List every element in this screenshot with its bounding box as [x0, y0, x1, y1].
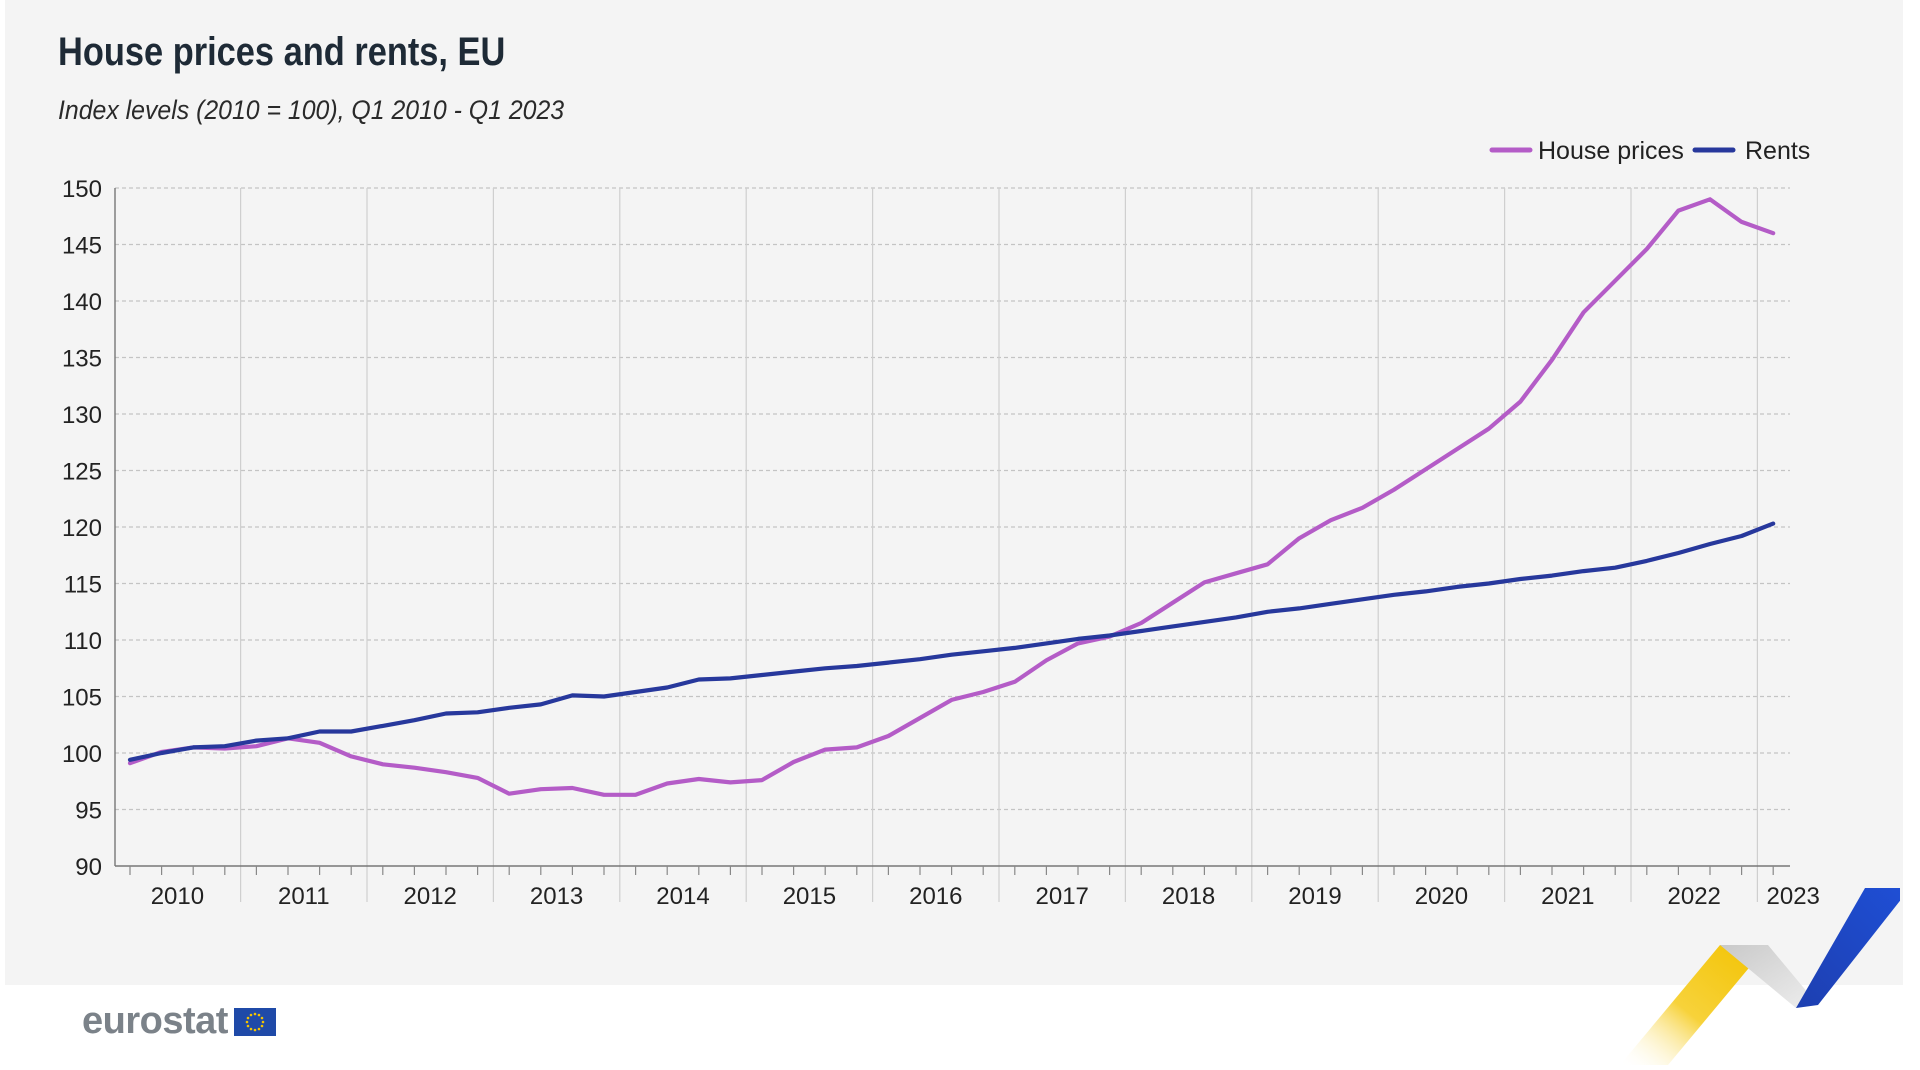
eurostat-logo: eurostat [82, 1000, 276, 1043]
grid [115, 187, 1790, 902]
x-tick-label: 2010 [151, 883, 204, 910]
x-tick-label: 2015 [783, 883, 836, 910]
y-tick-label: 115 [64, 572, 102, 599]
y-tick-label: 150 [62, 176, 102, 203]
y-tick-label: 125 [62, 459, 102, 486]
y-tick-label: 145 [62, 233, 102, 260]
y-tick-label: 100 [62, 741, 102, 768]
x-tick-label: 2012 [404, 883, 457, 910]
x-tick-label: 2020 [1415, 883, 1468, 910]
x-tick-label: 2011 [278, 883, 330, 910]
x-tick-label: 2019 [1288, 883, 1341, 910]
legend-label-rents: Rents [1745, 137, 1810, 165]
y-tick-label: 135 [62, 346, 102, 373]
series-line-rents [127, 521, 1776, 762]
x-tick-label: 2023 [1767, 883, 1820, 910]
legend: House prices Rents [1489, 137, 1810, 165]
series-line-house-prices [127, 197, 1776, 797]
x-tick-label: 2021 [1541, 883, 1594, 910]
x-tick-label: 2022 [1668, 883, 1721, 910]
legend-label-house-prices: House prices [1538, 137, 1684, 165]
x-tick-label: 2013 [530, 883, 583, 910]
x-tick-label: 2018 [1162, 883, 1215, 910]
y-tick-label: 140 [62, 289, 102, 316]
logo-text: eurostat [82, 1000, 228, 1042]
y-tick-label: 90 [75, 854, 102, 881]
chart-title: House prices and rents, EU [58, 30, 506, 74]
x-tick-label: 2016 [909, 883, 962, 910]
x-tick-label: 2014 [656, 883, 709, 910]
y-tick-label: 95 [75, 798, 102, 825]
y-tick-label: 130 [62, 402, 102, 429]
y-tick-label: 105 [62, 685, 102, 712]
line-chart: 90 95 100 105 110 115 120 125 130 135 140 145 150 201… [62, 137, 1820, 910]
chart-panel [5, 0, 1903, 985]
y-tick-label: 110 [64, 628, 102, 655]
x-tick-label: 2017 [1036, 883, 1089, 910]
axes: 90 95 100 105 110 115 120 125 130 135 140 145 150 201… [62, 176, 1820, 910]
y-tick-label: 120 [62, 515, 102, 542]
chart-subtitle: Index levels (2010 = 100), Q1 2010 - Q1 … [58, 95, 565, 125]
series [127, 197, 1776, 797]
eu-flag-icon [233, 1007, 276, 1036]
brand-corner-graphic [1620, 888, 1900, 1065]
